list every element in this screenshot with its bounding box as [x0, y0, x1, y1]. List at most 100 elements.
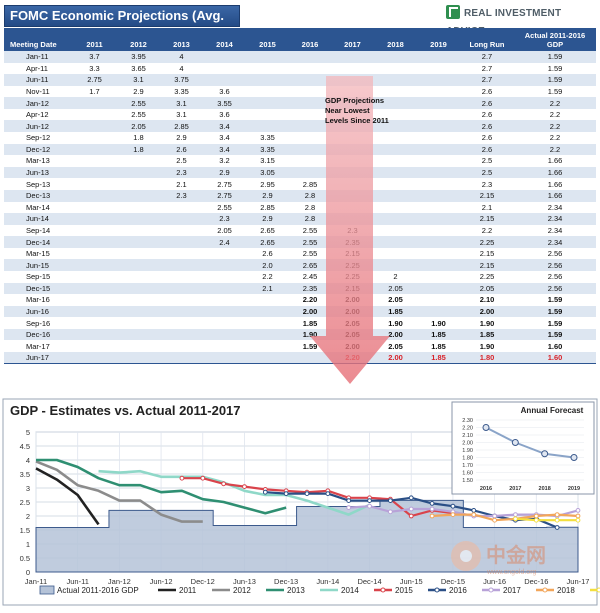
- table-cell: 1.66: [514, 155, 596, 167]
- table-cell: [417, 213, 460, 225]
- series-point-2016: [408, 495, 414, 501]
- table-cell: [417, 305, 460, 318]
- table-cell: [374, 108, 417, 121]
- table-cell: 2.34: [514, 213, 596, 225]
- table-cell: [117, 166, 160, 179]
- table-cell: [374, 132, 417, 144]
- table-cell: 2.10: [460, 294, 514, 306]
- table-cell: 2.25: [460, 236, 514, 248]
- series-line-2015: [181, 477, 454, 518]
- table-row: Apr-12 2.55 3.1 3.6 2.6 2.2: [4, 108, 596, 121]
- row-label: Apr-11: [4, 62, 72, 75]
- column-header: 2012: [130, 40, 147, 49]
- table-cell: 2.9: [203, 166, 246, 179]
- table-cell: 2.45: [289, 270, 331, 283]
- table-cell: [203, 305, 246, 318]
- table-cell: [72, 352, 117, 365]
- row-label: Mar-14: [4, 201, 72, 214]
- table-cell: 2.05: [331, 317, 374, 329]
- table-cell: [117, 224, 160, 237]
- table-cell: 3.35: [246, 143, 289, 156]
- table-cell: 2.3: [160, 189, 203, 202]
- table-cell: [246, 120, 289, 133]
- table-cell: [417, 201, 460, 214]
- inset-title: Annual Forecast: [521, 406, 584, 415]
- table-cell: 1.90: [289, 328, 331, 341]
- watermark-text: 中金网: [486, 543, 546, 567]
- series-point-2018: [492, 517, 498, 523]
- table-cell: [117, 236, 160, 248]
- table-cell: [374, 213, 417, 225]
- table-cell: 1.85: [417, 328, 460, 341]
- table-cell: 1.59: [289, 340, 331, 353]
- table-cell: 3.6: [203, 85, 246, 98]
- series-point-2018: [533, 513, 539, 519]
- table-cell: [374, 224, 417, 237]
- table-cell: [246, 328, 289, 341]
- table-cell: 2.35: [331, 236, 374, 248]
- x-tick-label: Jun-16: [483, 577, 506, 586]
- table-cell: [374, 259, 417, 271]
- table-cell: 2.5: [160, 155, 203, 167]
- table-cell: 2.8: [289, 201, 331, 214]
- table-cell: [289, 155, 331, 167]
- table-cell: 2.2: [514, 120, 596, 133]
- series-point-2017: [429, 506, 435, 512]
- inset-y-tick: 1.50: [462, 478, 473, 484]
- table-cell: 3.55: [203, 97, 246, 109]
- table-cell: [289, 143, 331, 156]
- table-cell: 3.7: [72, 51, 117, 63]
- inset-y-tick: 2.10: [462, 433, 473, 439]
- table-cell: [374, 178, 417, 190]
- inset-x-tick: 2018: [539, 486, 551, 492]
- table-cell: [417, 97, 460, 109]
- annual-forecast-inset: Annual Forecast 1.501.60 1.701.80 1.902.00 2…: [451, 401, 595, 495]
- legend-label: 2017: [503, 586, 521, 595]
- table-cell: [160, 294, 203, 306]
- table-cell: 2.6: [460, 132, 514, 144]
- x-tick-label: Dec-15: [441, 577, 465, 586]
- table-cell: [72, 166, 117, 179]
- table-cell: 2.7: [460, 62, 514, 75]
- series-point-2017: [408, 506, 414, 512]
- table-cell: 3.1: [160, 108, 203, 121]
- table-cell: 2.7: [460, 74, 514, 86]
- table-row: Mar-14 2.55 2.85 2.8 2.1 2.34: [4, 201, 596, 214]
- projection-annotation: GDP Projections Near Lowest Levels Since…: [325, 96, 389, 125]
- table-cell: [246, 352, 289, 365]
- table-cell: [72, 236, 117, 248]
- table-cell: 1.59: [514, 305, 596, 318]
- table-cell: 2.56: [514, 247, 596, 260]
- series-line-2019: [515, 517, 578, 522]
- table-cell: 2.6: [460, 97, 514, 109]
- x-tick-label: Dec-14: [357, 577, 381, 586]
- table-cell: [331, 213, 374, 225]
- table-cell: 2.7: [460, 51, 514, 63]
- series-line-2018: [432, 513, 579, 522]
- table-cell: [417, 132, 460, 144]
- table-cell: 2.85: [246, 201, 289, 214]
- table-row: Nov-11 1.7 2.9 3.35 3.6 2.6 1.59: [4, 85, 596, 98]
- table-row: Jan-11 3.7 3.95 4 2.7 1.59: [4, 51, 596, 63]
- table-cell: [246, 317, 289, 329]
- table-row: Jun-14 2.3 2.9 2.8 2.15 2.34: [4, 213, 596, 225]
- table-cell: 1.66: [514, 178, 596, 190]
- table-cell: [117, 352, 160, 365]
- row-label: Sep-14: [4, 224, 72, 237]
- table-cell: [417, 270, 460, 283]
- table-cell: 2.8: [289, 189, 331, 202]
- row-label: Mar-16: [4, 294, 72, 306]
- table-cell: [72, 224, 117, 237]
- table-cell: 1.90: [460, 317, 514, 329]
- series-point-2015: [221, 481, 227, 487]
- table-cell: [72, 340, 117, 353]
- table-row: Sep-16 1.85 2.05 1.90 1.90 1.90 1.59: [4, 317, 596, 329]
- series-point-2016: [429, 501, 435, 506]
- table-cell: 2.75: [203, 178, 246, 190]
- x-tick-label: Jun-14: [316, 577, 339, 586]
- table-cell: [203, 259, 246, 271]
- x-tick-label: Jun-15: [400, 577, 423, 586]
- table-cell: [160, 247, 203, 260]
- table-cell: 3.2: [203, 155, 246, 167]
- table-cell: 1.66: [514, 166, 596, 179]
